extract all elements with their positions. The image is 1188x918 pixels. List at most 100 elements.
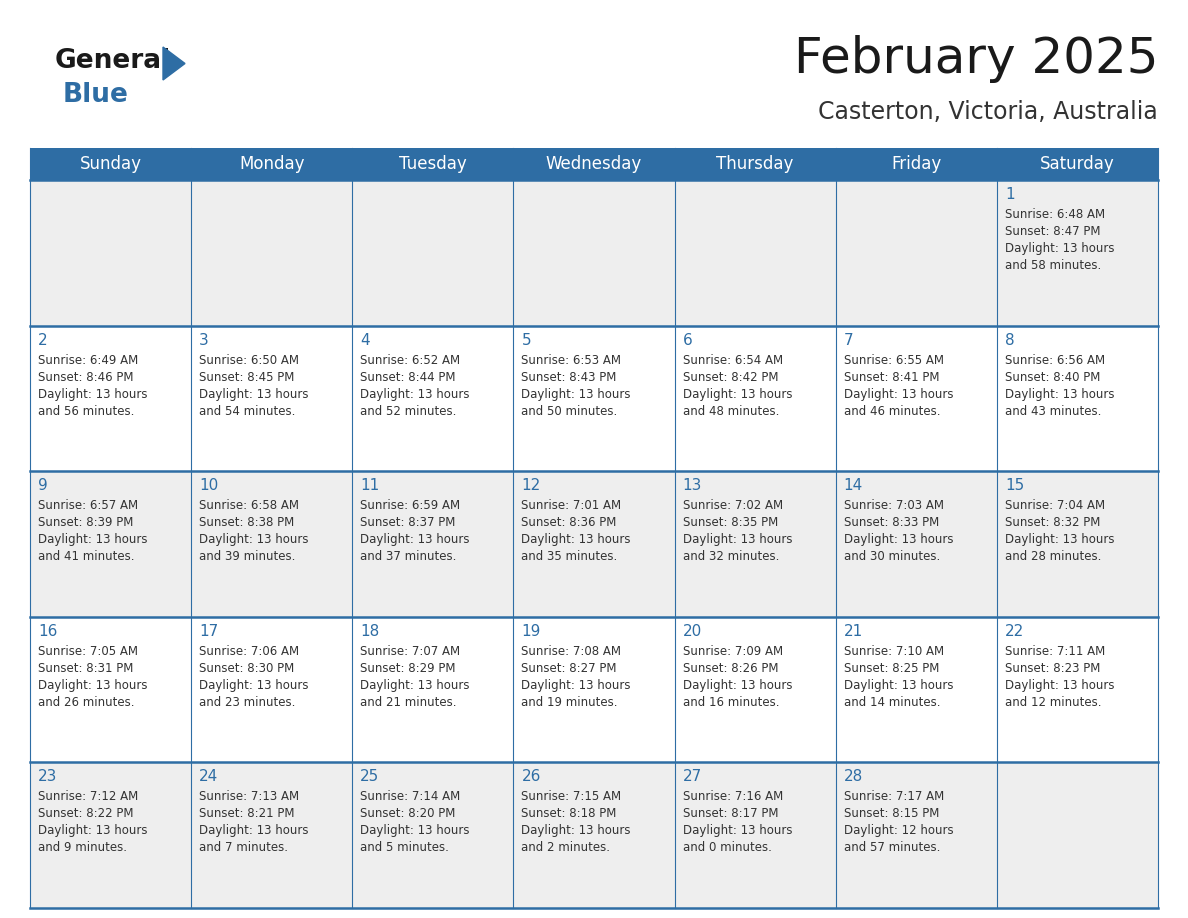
Text: Tuesday: Tuesday [399, 155, 467, 173]
Text: Sunrise: 7:10 AM: Sunrise: 7:10 AM [843, 644, 943, 658]
Text: Daylight: 13 hours: Daylight: 13 hours [1005, 242, 1114, 255]
Text: Sunset: 8:26 PM: Sunset: 8:26 PM [683, 662, 778, 675]
Text: 23: 23 [38, 769, 57, 784]
Text: Sunset: 8:47 PM: Sunset: 8:47 PM [1005, 225, 1100, 238]
Text: 28: 28 [843, 769, 862, 784]
Text: and 41 minutes.: and 41 minutes. [38, 550, 134, 564]
Text: Sunset: 8:18 PM: Sunset: 8:18 PM [522, 808, 617, 821]
Text: 4: 4 [360, 332, 369, 348]
Text: Sunrise: 7:05 AM: Sunrise: 7:05 AM [38, 644, 138, 658]
Text: and 35 minutes.: and 35 minutes. [522, 550, 618, 564]
Text: Daylight: 13 hours: Daylight: 13 hours [200, 678, 309, 692]
Text: and 46 minutes.: and 46 minutes. [843, 405, 940, 418]
Text: Sunrise: 6:57 AM: Sunrise: 6:57 AM [38, 499, 138, 512]
Text: Blue: Blue [63, 82, 128, 108]
Text: Sunrise: 6:58 AM: Sunrise: 6:58 AM [200, 499, 299, 512]
Text: Sunset: 8:35 PM: Sunset: 8:35 PM [683, 516, 778, 529]
Text: Sunrise: 7:12 AM: Sunrise: 7:12 AM [38, 790, 138, 803]
Text: 27: 27 [683, 769, 702, 784]
Text: and 12 minutes.: and 12 minutes. [1005, 696, 1101, 709]
Text: Sunset: 8:41 PM: Sunset: 8:41 PM [843, 371, 940, 384]
Text: Daylight: 13 hours: Daylight: 13 hours [360, 533, 469, 546]
Text: Sunrise: 7:08 AM: Sunrise: 7:08 AM [522, 644, 621, 658]
Text: Sunset: 8:25 PM: Sunset: 8:25 PM [843, 662, 939, 675]
Text: Casterton, Victoria, Australia: Casterton, Victoria, Australia [819, 100, 1158, 124]
Text: Sunset: 8:22 PM: Sunset: 8:22 PM [38, 808, 133, 821]
Text: Daylight: 13 hours: Daylight: 13 hours [1005, 387, 1114, 400]
Text: Sunset: 8:38 PM: Sunset: 8:38 PM [200, 516, 295, 529]
Text: Sunset: 8:31 PM: Sunset: 8:31 PM [38, 662, 133, 675]
Text: Daylight: 13 hours: Daylight: 13 hours [1005, 678, 1114, 692]
Text: and 0 minutes.: and 0 minutes. [683, 842, 771, 855]
Text: Daylight: 13 hours: Daylight: 13 hours [200, 387, 309, 400]
Text: Sunrise: 7:07 AM: Sunrise: 7:07 AM [360, 644, 461, 658]
Bar [30, 326, 1158, 471]
Text: Sunset: 8:23 PM: Sunset: 8:23 PM [1005, 662, 1100, 675]
Text: and 54 minutes.: and 54 minutes. [200, 405, 296, 418]
Text: Sunrise: 7:04 AM: Sunrise: 7:04 AM [1005, 499, 1105, 512]
Text: Daylight: 13 hours: Daylight: 13 hours [38, 387, 147, 400]
Text: 2: 2 [38, 332, 48, 348]
Text: and 21 minutes.: and 21 minutes. [360, 696, 456, 709]
Text: 8: 8 [1005, 332, 1015, 348]
Text: Sunrise: 6:54 AM: Sunrise: 6:54 AM [683, 353, 783, 366]
Text: and 2 minutes.: and 2 minutes. [522, 842, 611, 855]
Text: and 56 minutes.: and 56 minutes. [38, 405, 134, 418]
Text: General: General [55, 48, 171, 74]
Text: 3: 3 [200, 332, 209, 348]
Text: and 50 minutes.: and 50 minutes. [522, 405, 618, 418]
Text: 13: 13 [683, 478, 702, 493]
Text: February 2025: February 2025 [794, 35, 1158, 83]
Text: Daylight: 13 hours: Daylight: 13 hours [683, 533, 792, 546]
Text: Sunrise: 6:52 AM: Sunrise: 6:52 AM [360, 353, 461, 366]
Text: Sunrise: 7:13 AM: Sunrise: 7:13 AM [200, 790, 299, 803]
Text: 1: 1 [1005, 187, 1015, 202]
Text: Daylight: 13 hours: Daylight: 13 hours [683, 678, 792, 692]
Text: Daylight: 13 hours: Daylight: 13 hours [1005, 533, 1114, 546]
Text: Daylight: 13 hours: Daylight: 13 hours [843, 678, 953, 692]
Text: and 19 minutes.: and 19 minutes. [522, 696, 618, 709]
Text: Sunrise: 7:06 AM: Sunrise: 7:06 AM [200, 644, 299, 658]
Text: Sunset: 8:40 PM: Sunset: 8:40 PM [1005, 371, 1100, 384]
Text: and 52 minutes.: and 52 minutes. [360, 405, 456, 418]
Text: Sunrise: 7:17 AM: Sunrise: 7:17 AM [843, 790, 944, 803]
Text: 26: 26 [522, 769, 541, 784]
Text: Daylight: 13 hours: Daylight: 13 hours [843, 533, 953, 546]
Text: Daylight: 13 hours: Daylight: 13 hours [38, 824, 147, 837]
Text: Thursday: Thursday [716, 155, 794, 173]
Text: Daylight: 13 hours: Daylight: 13 hours [200, 533, 309, 546]
Text: Daylight: 13 hours: Daylight: 13 hours [683, 824, 792, 837]
Text: Sunrise: 7:15 AM: Sunrise: 7:15 AM [522, 790, 621, 803]
Text: and 7 minutes.: and 7 minutes. [200, 842, 289, 855]
Text: 6: 6 [683, 332, 693, 348]
Text: and 14 minutes.: and 14 minutes. [843, 696, 940, 709]
Text: Sunset: 8:36 PM: Sunset: 8:36 PM [522, 516, 617, 529]
Text: and 57 minutes.: and 57 minutes. [843, 842, 940, 855]
Text: and 9 minutes.: and 9 minutes. [38, 842, 127, 855]
Text: and 32 minutes.: and 32 minutes. [683, 550, 779, 564]
Text: Wednesday: Wednesday [545, 155, 643, 173]
Text: Sunrise: 6:55 AM: Sunrise: 6:55 AM [843, 353, 943, 366]
Text: Sunset: 8:37 PM: Sunset: 8:37 PM [360, 516, 456, 529]
Text: Daylight: 13 hours: Daylight: 13 hours [38, 678, 147, 692]
Text: Daylight: 13 hours: Daylight: 13 hours [360, 387, 469, 400]
Text: Sunset: 8:42 PM: Sunset: 8:42 PM [683, 371, 778, 384]
Text: and 43 minutes.: and 43 minutes. [1005, 405, 1101, 418]
Text: Sunrise: 6:49 AM: Sunrise: 6:49 AM [38, 353, 138, 366]
Text: Sunset: 8:27 PM: Sunset: 8:27 PM [522, 662, 617, 675]
Text: Sunset: 8:45 PM: Sunset: 8:45 PM [200, 371, 295, 384]
Text: Sunset: 8:29 PM: Sunset: 8:29 PM [360, 662, 456, 675]
Text: Daylight: 12 hours: Daylight: 12 hours [843, 824, 953, 837]
Text: Daylight: 13 hours: Daylight: 13 hours [522, 678, 631, 692]
Text: Sunrise: 6:56 AM: Sunrise: 6:56 AM [1005, 353, 1105, 366]
Text: and 5 minutes.: and 5 minutes. [360, 842, 449, 855]
Text: 20: 20 [683, 624, 702, 639]
Text: Saturday: Saturday [1040, 155, 1114, 173]
Bar [30, 148, 1158, 180]
Text: Daylight: 13 hours: Daylight: 13 hours [38, 533, 147, 546]
Bar [30, 763, 1158, 908]
Text: Daylight: 13 hours: Daylight: 13 hours [522, 533, 631, 546]
Text: 18: 18 [360, 624, 379, 639]
Text: 24: 24 [200, 769, 219, 784]
Text: Sunset: 8:32 PM: Sunset: 8:32 PM [1005, 516, 1100, 529]
